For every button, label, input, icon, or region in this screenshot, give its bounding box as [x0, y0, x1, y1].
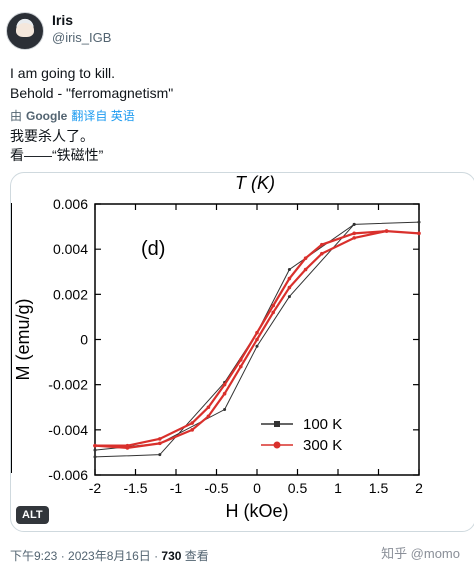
data-point: [255, 337, 259, 342]
legend-label: 300 K: [303, 437, 342, 454]
y-tick-label: 0: [80, 332, 88, 348]
panel-label: (d): [141, 238, 165, 260]
data-point: [222, 391, 227, 396]
views-label: 查看: [184, 549, 209, 563]
views-count: 730: [161, 549, 182, 563]
x-tick-label: 1: [334, 480, 342, 496]
x-tick-label: 0: [253, 480, 261, 496]
google-logo: Google: [26, 108, 68, 123]
data-point: [223, 408, 227, 412]
data-point: [287, 295, 291, 299]
legend-label: 100 K: [303, 416, 342, 433]
translate-prefix: 由: [10, 109, 23, 123]
data-point: [287, 276, 292, 281]
y-tick-label: 0.004: [53, 241, 88, 257]
y-tick-label: -0.006: [48, 467, 88, 483]
data-point: [255, 330, 259, 335]
data-point: [271, 303, 276, 308]
data-point: [158, 453, 162, 457]
data-point: [158, 441, 162, 446]
data-point: [303, 256, 308, 260]
tweet-text-line-2: Behold - "ferromagnetism": [10, 85, 174, 101]
data-point: [222, 382, 227, 387]
x-tick-label: -1: [170, 480, 183, 496]
user-handle[interactable]: @iris_IGB: [52, 30, 112, 45]
data-point: [352, 231, 357, 236]
data-point: [125, 443, 130, 448]
data-point: [158, 437, 162, 441]
x-tick-label: 1.5: [369, 480, 389, 496]
x-tick-label: -2: [89, 480, 102, 496]
y-tick-label: -0.004: [48, 422, 88, 438]
x-tick-label: -0.5: [204, 480, 228, 496]
legend-marker: [274, 421, 280, 427]
data-point: [287, 285, 292, 290]
chart-top-title: T (K): [235, 173, 275, 193]
user-name[interactable]: Iris: [52, 12, 74, 28]
data-point: [320, 242, 324, 247]
data-point: [239, 358, 243, 362]
post-time[interactable]: 下午9:23: [10, 549, 58, 563]
y-axis-label: M (emu/g): [13, 298, 33, 380]
data-point: [93, 455, 97, 459]
translated-text-line-2: 看——“铁磁性”: [10, 147, 104, 163]
x-tick-label: 2: [415, 480, 423, 496]
x-tick-label: 0.5: [288, 480, 308, 496]
legend-marker: [273, 441, 281, 449]
y-tick-label: -0.002: [48, 377, 88, 393]
data-point: [287, 267, 291, 271]
data-point: [303, 267, 308, 272]
alt-badge[interactable]: ALT: [16, 506, 49, 524]
post-date[interactable]: 2023年8月16日: [68, 549, 151, 563]
data-point: [384, 229, 389, 233]
x-axis-label: H (kOe): [226, 501, 289, 521]
data-point: [320, 251, 324, 256]
data-point: [93, 443, 97, 448]
tweet-text-line-1: I am going to kill.: [10, 65, 116, 81]
translation-attribution: 由 Google 翻译自 英语: [10, 107, 135, 124]
data-point: [352, 222, 356, 226]
data-point: [255, 344, 259, 348]
y-tick-label: 0.006: [53, 196, 88, 212]
avatar[interactable]: [6, 12, 44, 50]
data-point: [190, 421, 194, 425]
data-point: [417, 220, 421, 224]
data-point: [93, 448, 97, 452]
data-point: [271, 310, 276, 315]
data-point: [239, 364, 243, 369]
translate-source-link[interactable]: 翻译自 英语: [71, 109, 135, 123]
tweet-meta: 下午9:23 · 2023年8月16日 · 730 查看: [10, 549, 209, 563]
data-point: [352, 236, 357, 240]
hysteresis-chart: T (K) -2 -1.5 -1 -0.5 0 0.5 1 1.5 2 -0.006 -0.004 -…: [11, 173, 423, 521]
y-tick-label: 0.002: [53, 286, 88, 302]
watermark: 知乎 @momo: [381, 546, 460, 561]
data-point: [417, 231, 421, 236]
data-point: [206, 405, 211, 410]
translated-text-line-1: 我要杀人了。: [10, 128, 94, 144]
data-point: [206, 414, 211, 419]
tweet-media-image[interactable]: T (K) -2 -1.5 -1 -0.5 0 0.5 1 1.5 2 -0.006 -0.004 -…: [10, 172, 474, 532]
data-point: [190, 428, 194, 432]
x-tick-label: -1.5: [123, 480, 147, 496]
